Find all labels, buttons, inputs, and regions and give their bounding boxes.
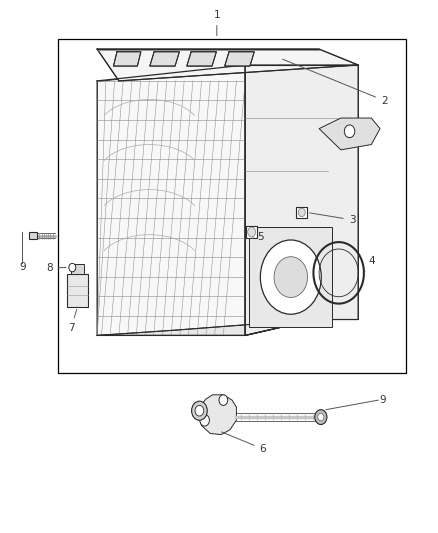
Text: 9: 9 bbox=[379, 395, 386, 405]
Circle shape bbox=[260, 240, 321, 314]
Circle shape bbox=[298, 208, 305, 216]
Text: 5: 5 bbox=[252, 232, 264, 242]
Bar bbox=[58, 38, 406, 373]
Text: 4: 4 bbox=[364, 256, 375, 273]
Polygon shape bbox=[113, 52, 141, 66]
Text: 9: 9 bbox=[19, 262, 25, 272]
Circle shape bbox=[69, 263, 76, 272]
Circle shape bbox=[191, 401, 207, 420]
Polygon shape bbox=[187, 52, 216, 66]
Bar bbox=[250, 227, 332, 327]
Polygon shape bbox=[97, 49, 358, 81]
Bar bbox=[71, 264, 84, 274]
Circle shape bbox=[195, 406, 204, 416]
Circle shape bbox=[318, 414, 324, 421]
Bar bbox=[297, 207, 307, 217]
Polygon shape bbox=[245, 65, 358, 335]
Polygon shape bbox=[150, 52, 180, 66]
Circle shape bbox=[274, 257, 307, 297]
Circle shape bbox=[200, 415, 209, 426]
Text: 7: 7 bbox=[68, 310, 77, 333]
Polygon shape bbox=[97, 319, 315, 335]
Bar bbox=[247, 225, 257, 238]
Polygon shape bbox=[225, 52, 254, 66]
Text: 6: 6 bbox=[222, 432, 266, 454]
Bar bbox=[29, 232, 37, 239]
Text: 8: 8 bbox=[46, 263, 66, 272]
Polygon shape bbox=[199, 395, 237, 434]
Circle shape bbox=[248, 227, 255, 237]
Bar bbox=[67, 274, 88, 307]
Polygon shape bbox=[319, 118, 380, 150]
Circle shape bbox=[344, 125, 355, 138]
Text: 2: 2 bbox=[283, 59, 388, 106]
Text: 1: 1 bbox=[213, 10, 220, 36]
Polygon shape bbox=[97, 65, 245, 335]
Circle shape bbox=[219, 395, 228, 406]
Circle shape bbox=[315, 410, 327, 424]
Text: 3: 3 bbox=[310, 213, 355, 225]
